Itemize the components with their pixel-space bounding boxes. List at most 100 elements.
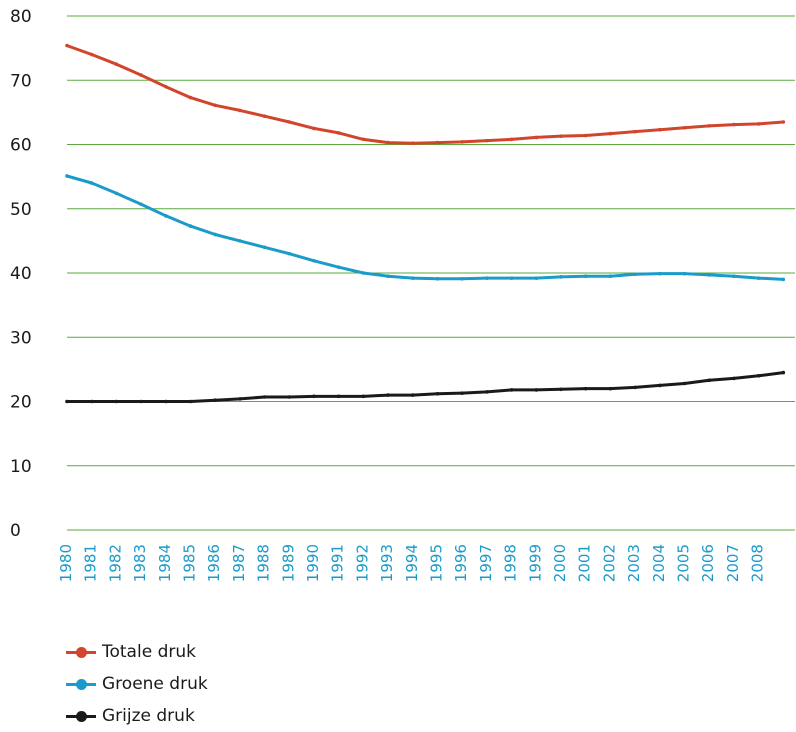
data-point bbox=[336, 394, 341, 399]
data-point bbox=[460, 391, 465, 395]
data-point bbox=[509, 137, 514, 142]
data-point bbox=[89, 52, 94, 57]
legend-marker-grijze-druk bbox=[66, 709, 96, 723]
data-point bbox=[460, 276, 465, 281]
data-point bbox=[336, 265, 341, 270]
data-point bbox=[460, 140, 465, 144]
x-tick-label: 2004 bbox=[650, 544, 668, 582]
y-tick-label: 20 bbox=[10, 393, 32, 413]
y-tick-label: 10 bbox=[10, 457, 32, 477]
legend-label: Groene druk bbox=[102, 674, 208, 694]
data-point bbox=[287, 251, 292, 256]
data-point bbox=[583, 133, 588, 138]
data-point bbox=[213, 232, 217, 237]
data-point bbox=[756, 122, 761, 126]
data-point bbox=[682, 381, 687, 386]
data-point bbox=[188, 399, 193, 404]
x-tick-label: 1986 bbox=[205, 544, 223, 582]
data-point bbox=[312, 258, 316, 263]
data-point bbox=[534, 276, 539, 280]
data-point bbox=[139, 202, 143, 207]
data-point bbox=[633, 129, 637, 134]
legend-label: Totale druk bbox=[102, 642, 196, 662]
data-point bbox=[509, 276, 514, 280]
data-point bbox=[732, 122, 736, 127]
data-point bbox=[658, 127, 662, 132]
y-tick-label: 80 bbox=[10, 7, 32, 27]
legend-marker-groene-druk bbox=[66, 677, 96, 691]
data-point bbox=[682, 125, 687, 130]
data-point bbox=[435, 276, 440, 281]
data-point bbox=[65, 399, 69, 404]
x-tick-label: 1990 bbox=[304, 544, 322, 582]
data-point bbox=[559, 387, 563, 392]
legend-item-groene-druk: Groene druk bbox=[66, 668, 208, 700]
data-point bbox=[312, 394, 316, 399]
data-point bbox=[633, 385, 637, 390]
data-point bbox=[238, 397, 242, 401]
legend-item-grijze-druk: Grijze druk bbox=[66, 700, 208, 732]
data-point bbox=[361, 137, 366, 142]
data-point bbox=[485, 390, 489, 394]
data-point bbox=[287, 120, 292, 124]
data-point bbox=[213, 398, 217, 403]
data-point bbox=[336, 131, 341, 135]
data-point bbox=[559, 134, 563, 138]
y-tick-label: 60 bbox=[10, 136, 32, 156]
data-point bbox=[65, 43, 69, 48]
data-point bbox=[262, 395, 267, 399]
x-tick-label: 1982 bbox=[106, 544, 124, 582]
y-axis-ticks: 0 10 20 30 40 50 60 70 80 bbox=[10, 7, 32, 541]
legend-item-totale-druk: Totale druk bbox=[66, 636, 208, 668]
data-point bbox=[732, 274, 736, 279]
data-point bbox=[188, 224, 193, 228]
data-point bbox=[435, 140, 440, 145]
series-line bbox=[65, 371, 785, 403]
data-point bbox=[608, 386, 613, 391]
legend: Totale druk Groene druk Grijze druk bbox=[66, 636, 208, 732]
legend-marker-totale-druk bbox=[66, 645, 96, 659]
x-tick-label: 1983 bbox=[131, 544, 149, 582]
data-point bbox=[732, 376, 736, 381]
data-point bbox=[608, 274, 613, 279]
data-point bbox=[485, 138, 489, 143]
data-point bbox=[707, 378, 711, 383]
data-point bbox=[164, 399, 168, 404]
data-point bbox=[781, 277, 786, 282]
data-point bbox=[361, 394, 366, 399]
data-point bbox=[435, 391, 440, 396]
data-point bbox=[411, 276, 415, 280]
data-point bbox=[756, 374, 761, 378]
data-point bbox=[213, 103, 217, 108]
data-point bbox=[361, 271, 366, 275]
data-point bbox=[781, 120, 786, 124]
x-tick-label: 1993 bbox=[378, 544, 396, 582]
data-point bbox=[114, 191, 119, 196]
legend-label: Grijze druk bbox=[102, 706, 195, 726]
x-tick-label: 2000 bbox=[551, 544, 569, 582]
y-tick-label: 40 bbox=[10, 264, 32, 284]
data-point bbox=[262, 114, 267, 119]
x-tick-label: 1987 bbox=[230, 544, 248, 582]
data-point bbox=[114, 399, 119, 404]
series-groene-druk bbox=[65, 174, 786, 282]
x-tick-label: 2007 bbox=[724, 544, 742, 582]
data-point bbox=[386, 393, 390, 397]
data-point bbox=[114, 62, 119, 66]
y-tick-label: 30 bbox=[10, 328, 32, 348]
data-point bbox=[485, 276, 489, 280]
x-tick-label: 1981 bbox=[82, 544, 100, 582]
x-tick-label: 2002 bbox=[600, 544, 618, 582]
data-point bbox=[411, 141, 415, 146]
data-point bbox=[509, 388, 514, 392]
x-tick-label: 2005 bbox=[675, 544, 693, 582]
x-tick-label: 1998 bbox=[502, 544, 520, 582]
data-point bbox=[658, 271, 662, 276]
data-point bbox=[781, 370, 786, 375]
data-point bbox=[534, 135, 539, 140]
series-line bbox=[65, 44, 785, 145]
data-point bbox=[386, 274, 390, 279]
x-tick-label: 1997 bbox=[477, 544, 495, 582]
